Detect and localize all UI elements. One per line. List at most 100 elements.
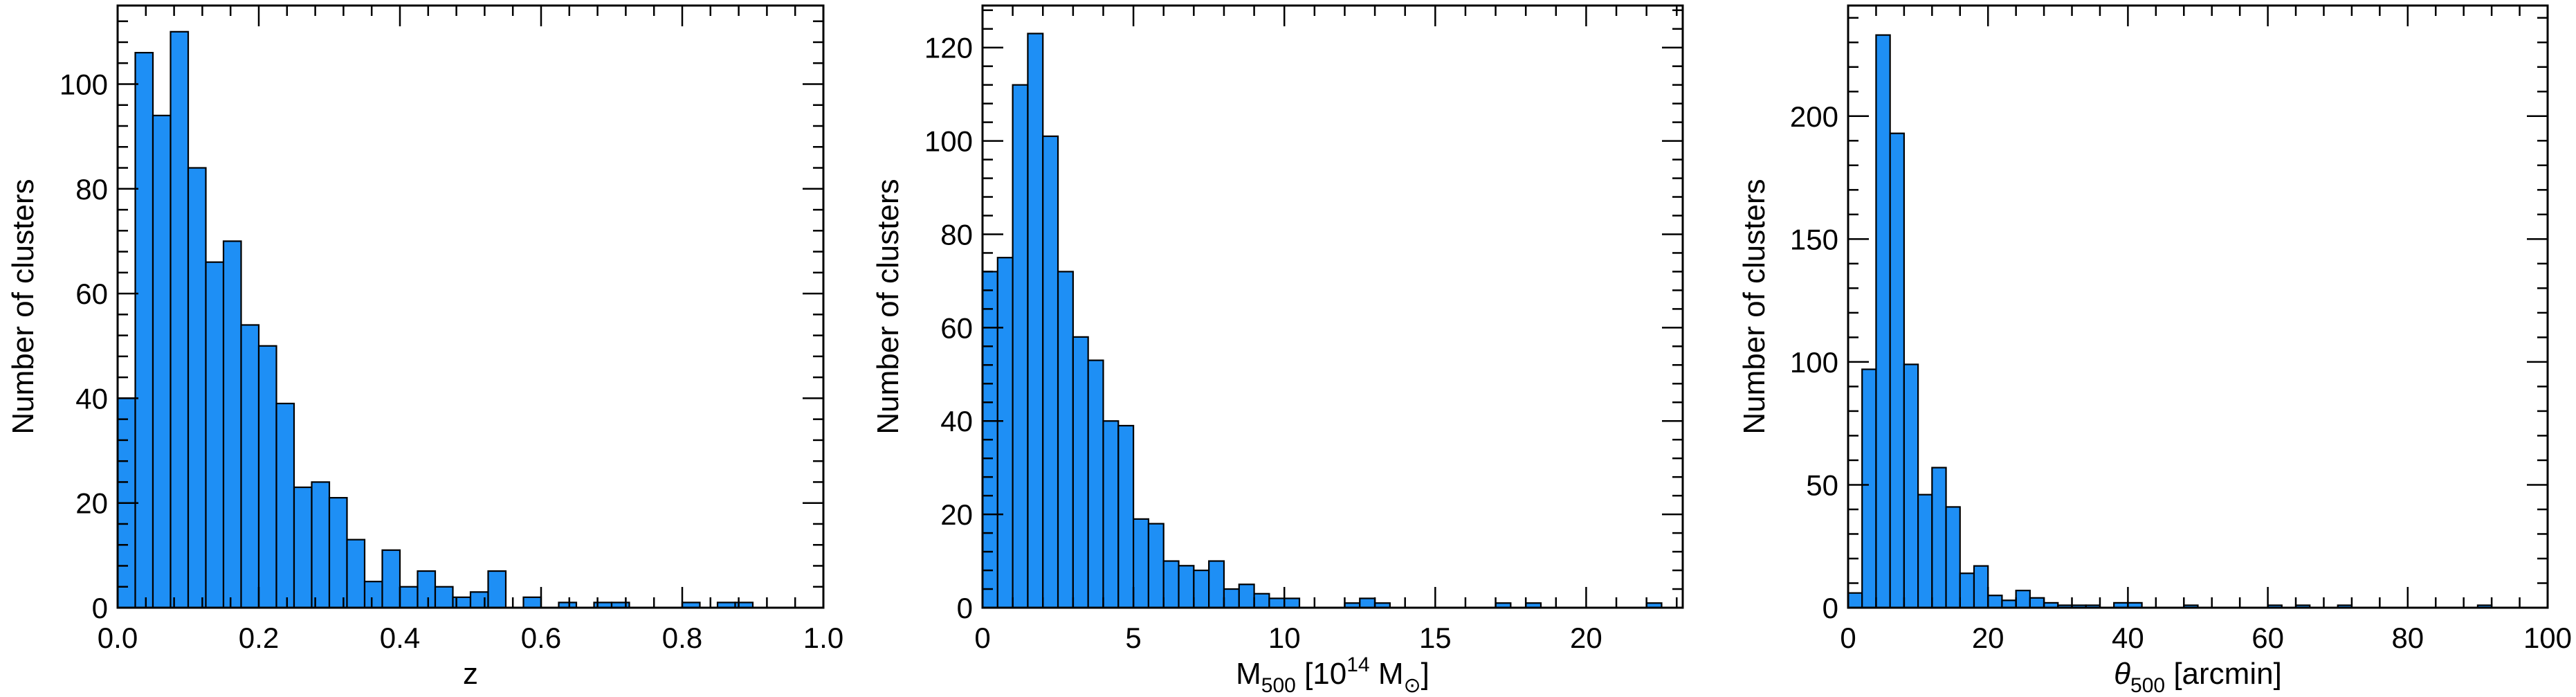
x-tick-label: 5	[1125, 622, 1141, 654]
bar	[328, 497, 348, 609]
bar	[2029, 597, 2045, 609]
bar	[1917, 494, 1933, 609]
y-axis-label: Number of clusters	[6, 179, 40, 434]
bar	[1268, 597, 1286, 609]
bar	[1133, 518, 1150, 609]
y-tick-label: 60	[75, 278, 108, 310]
plot-frame	[1847, 4, 2549, 609]
bar	[170, 30, 190, 609]
bar	[1875, 34, 1891, 609]
y-tick-label: 100	[60, 68, 108, 100]
bar	[1238, 583, 1255, 609]
x-tick-label: 0.0	[98, 622, 138, 654]
bar	[205, 261, 225, 609]
y-tick-label: 80	[75, 173, 108, 206]
y-axis-label: Number of clusters	[871, 179, 905, 434]
x-axis-label: θ500 [arcmin]	[2114, 657, 2282, 697]
histogram-mass: 0 5 10 15 20 0 20 40 60 80 100 120 Number of cluster…	[871, 4, 1684, 697]
bar	[1284, 597, 1301, 609]
bar	[1193, 569, 1210, 609]
x-tick-label: 0.8	[662, 622, 702, 654]
bar	[363, 581, 383, 609]
bar	[346, 538, 366, 609]
bar	[1117, 424, 1135, 609]
bar	[1973, 565, 1989, 609]
y-tick-label: 20	[75, 487, 108, 520]
bar	[469, 591, 489, 609]
x-tick-label: 1.0	[803, 622, 843, 654]
bar	[1359, 597, 1376, 609]
x-tick-label: 100	[2523, 622, 2572, 654]
bar	[275, 402, 295, 609]
x-tick-label: 20	[1570, 622, 1602, 654]
y-tick-label: 50	[1806, 469, 1838, 501]
bar	[2001, 599, 2017, 609]
histogram-theta: 0 20 40 60 80 100 0 50 100 150 200 Number of cluste…	[1737, 4, 2572, 697]
bar	[152, 114, 172, 609]
bar	[1861, 368, 1877, 609]
bar	[434, 586, 454, 609]
bar	[1042, 135, 1059, 609]
bar	[417, 570, 437, 609]
x-tick-label: 80	[2391, 622, 2424, 654]
y-tick-label: 0	[92, 592, 108, 624]
y-tick-label: 100	[1790, 346, 1838, 379]
y-tick-label: 40	[75, 382, 108, 415]
bar	[522, 596, 542, 609]
y-tick-label: 150	[1790, 223, 1838, 255]
bar	[487, 570, 507, 609]
y-tick-label: 0	[1823, 592, 1838, 624]
bar	[1253, 592, 1270, 609]
bar	[399, 586, 419, 609]
y-tick-label: 100	[924, 125, 973, 158]
bar	[293, 486, 313, 609]
bar	[1208, 560, 1225, 609]
y-tick-label: 0	[957, 592, 973, 624]
y-tick-label: 80	[940, 218, 973, 251]
x-tick-label: 15	[1419, 622, 1452, 654]
x-tick-label: 0	[1840, 622, 1856, 654]
bar	[1847, 592, 1863, 609]
bar	[1027, 33, 1044, 609]
bar	[1178, 565, 1195, 609]
bar	[257, 345, 277, 609]
x-axis-label: M500 [1014 M⊙]	[1236, 653, 1429, 697]
bar	[187, 167, 207, 609]
x-tick-label: 0.2	[239, 622, 279, 654]
x-tick-label: 60	[2251, 622, 2284, 654]
plot-frame	[116, 4, 825, 609]
bar	[1223, 588, 1240, 609]
x-axis-label: z	[463, 657, 478, 691]
y-axis-label: Number of clusters	[1737, 179, 1771, 434]
bar	[1147, 523, 1164, 609]
x-tick-label: 10	[1268, 622, 1301, 654]
bar	[1057, 271, 1074, 609]
bar	[381, 549, 401, 609]
x-tick-label: 0.4	[380, 622, 420, 654]
bar	[1072, 336, 1089, 609]
bar	[1087, 359, 1104, 609]
bar	[240, 324, 260, 609]
y-tick-label: 120	[924, 32, 973, 64]
bar	[2015, 590, 2031, 609]
y-tick-label: 200	[1790, 100, 1838, 133]
x-tick-label: 0	[974, 622, 990, 654]
plot-frame	[981, 4, 1684, 609]
y-tick-label: 40	[940, 405, 973, 437]
bar	[1162, 560, 1180, 609]
bar	[452, 596, 472, 609]
y-tick-label: 60	[940, 311, 973, 344]
bar	[1903, 363, 1919, 609]
bar	[996, 257, 1014, 609]
x-tick-label: 40	[2112, 622, 2144, 654]
bar	[1931, 467, 1947, 609]
bar	[222, 240, 242, 609]
bar	[134, 51, 154, 609]
x-tick-label: 20	[1972, 622, 2004, 654]
bar	[1945, 506, 1961, 609]
bar	[311, 481, 331, 609]
x-tick-label: 0.6	[521, 622, 561, 654]
bar	[1959, 572, 1975, 609]
y-tick-label: 20	[940, 498, 973, 531]
